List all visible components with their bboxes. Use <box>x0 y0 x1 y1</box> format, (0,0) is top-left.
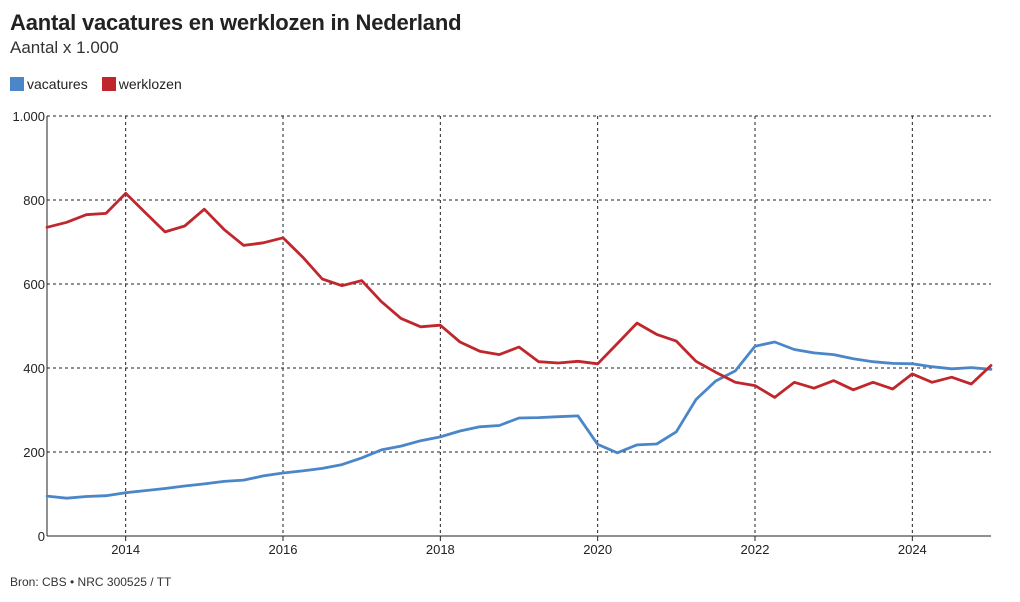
x-tick-label: 2018 <box>426 542 455 557</box>
legend-swatch-werklozen <box>101 77 116 91</box>
y-tick-label: 0 <box>38 529 45 544</box>
series-line-werklozen <box>45 191 993 399</box>
legend-swatch-vacatures <box>10 77 24 91</box>
legend-item-vacatures[interactable]: vacatures <box>10 76 88 92</box>
legend-label-vacatures: vacatures <box>27 76 88 92</box>
legend: vacatures werklozen <box>10 76 196 92</box>
chart-title: Aantal vacatures en werklozen in Nederla… <box>10 10 462 35</box>
source-note: Bron: CBS • NRC 300525 / TT <box>10 575 172 589</box>
y-tick-label: 800 <box>23 193 45 208</box>
series-line-vacatures <box>45 340 993 500</box>
x-tick-label: 2014 <box>111 542 140 557</box>
axes: 0 200 400 600 800 1.000 2014 2016 2018 2020 2022 20… <box>12 109 991 557</box>
y-tick-label: 1.000 <box>12 109 45 124</box>
x-tick-label: 2022 <box>741 542 770 557</box>
x-tick-label: 2024 <box>898 542 927 557</box>
series-lines <box>45 191 993 500</box>
chart-subtitle: Aantal x 1.000 <box>10 38 119 57</box>
x-tick-label: 2020 <box>583 542 612 557</box>
legend-label-werklozen: werklozen <box>118 76 182 92</box>
x-tick-label: 2016 <box>269 542 298 557</box>
grid-lines <box>47 115 991 536</box>
legend-item-werklozen[interactable]: werklozen <box>101 76 182 92</box>
y-tick-label: 200 <box>23 445 45 460</box>
y-tick-label: 600 <box>23 277 45 292</box>
y-tick-label: 400 <box>23 361 45 376</box>
